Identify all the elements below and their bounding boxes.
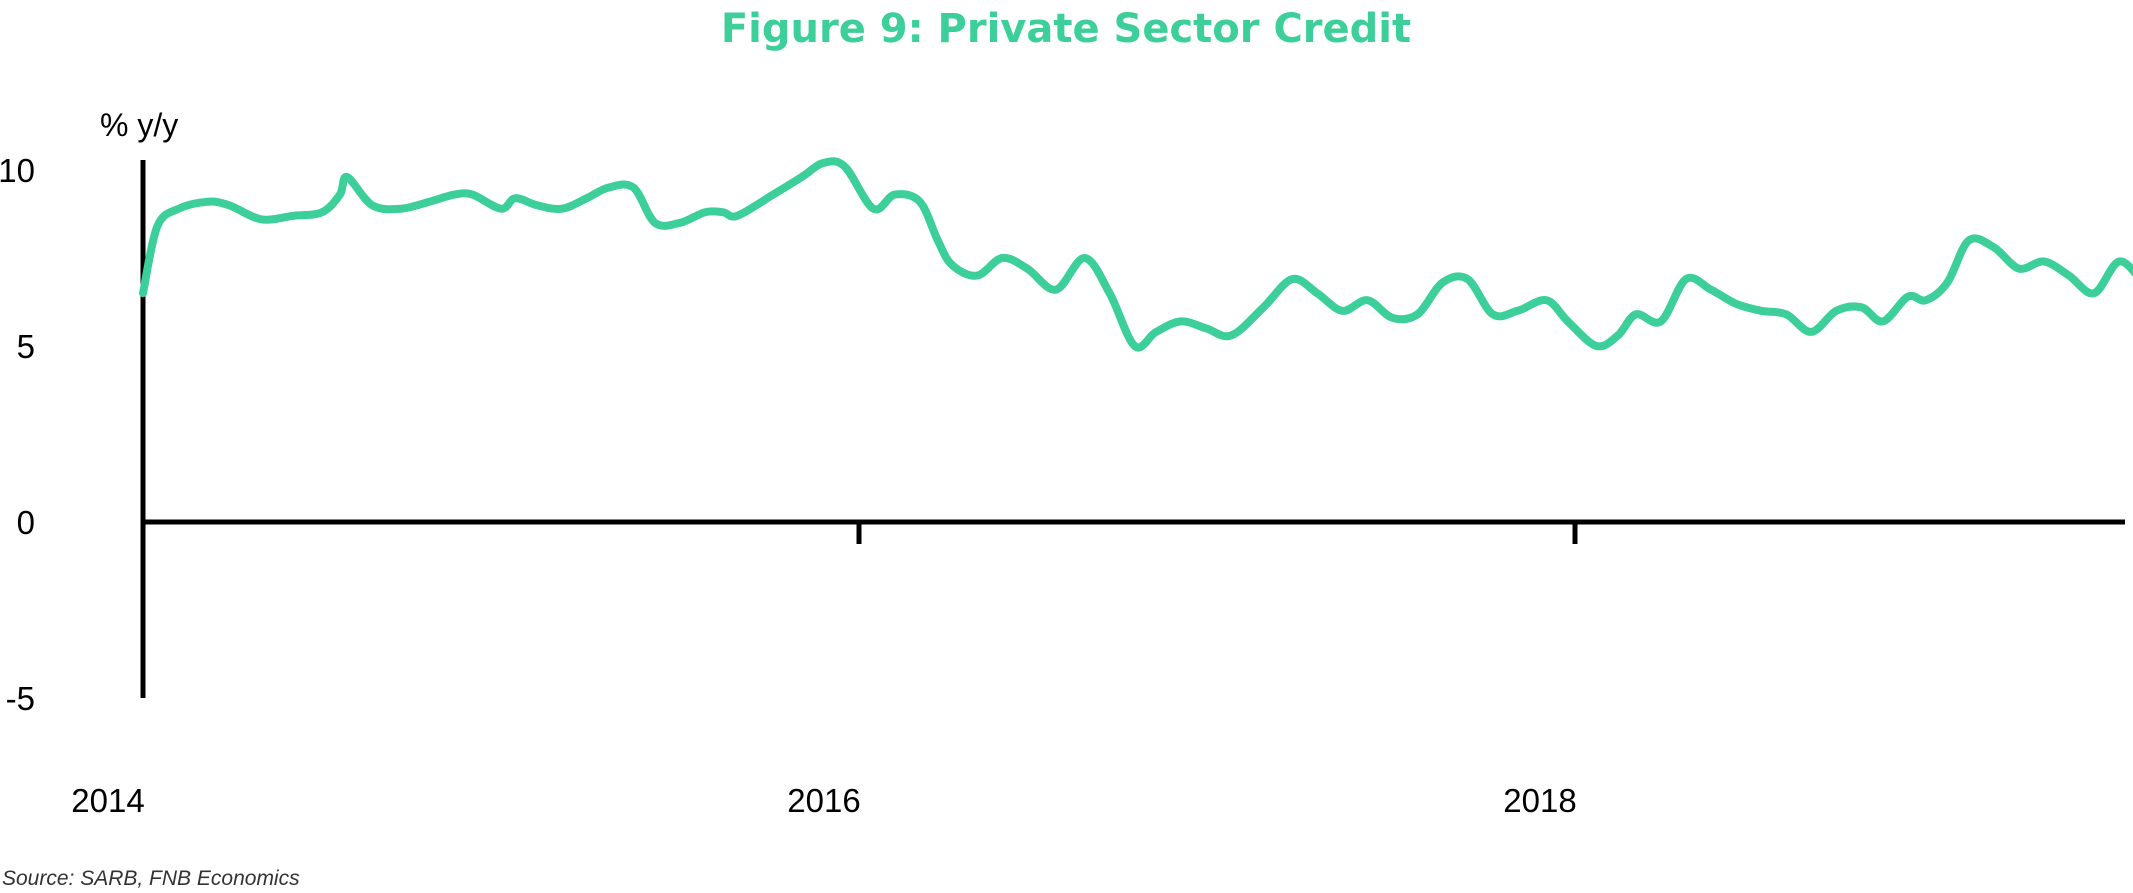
x-axis-tick-labels: 201420162018202020222024 [71, 782, 1576, 819]
x-tick-label: 2014 [71, 782, 144, 819]
chart-title: Figure 9: Private Sector Credit [721, 6, 1411, 52]
source-note: Source: SARB, FNB Economics [2, 867, 300, 890]
x-tick-label: 2016 [787, 782, 860, 819]
y-axis-tick-labels: 10 5 0 -5 [0, 152, 35, 717]
y-tick-label: 0 [17, 504, 35, 541]
x-axis-tick-marks [856, 522, 1578, 544]
y-tick-label: -5 [6, 680, 35, 717]
y-tick-label: 5 [17, 328, 35, 365]
y-axis-label: % y/y [100, 107, 178, 143]
x-tick-label: 2018 [1503, 782, 1576, 819]
series-line-private-sector-credit [139, 157, 2133, 352]
y-tick-label: 10 [0, 152, 35, 189]
